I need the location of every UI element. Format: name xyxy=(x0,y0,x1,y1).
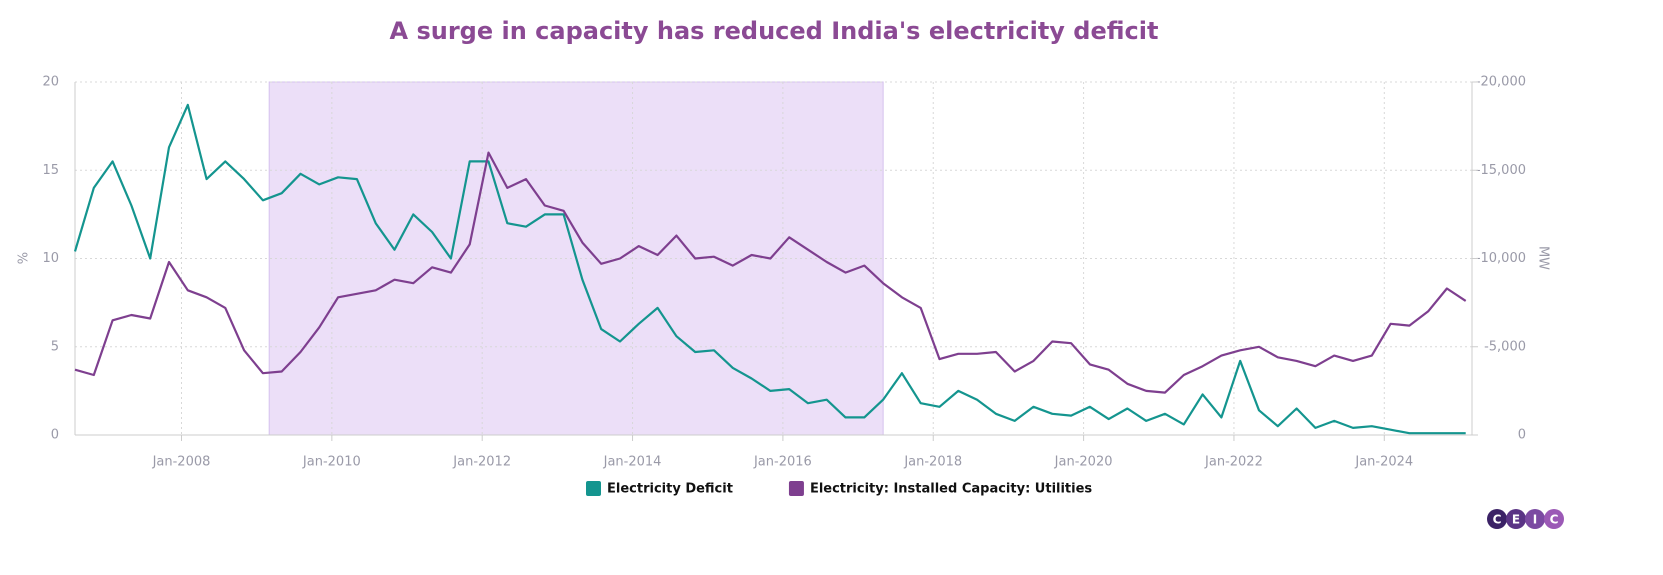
y2-tick-label: 0 xyxy=(1518,428,1526,443)
y-axis-label: % xyxy=(17,252,32,264)
logo-letter: I xyxy=(1533,513,1537,527)
y2-tick-label: -20,000 xyxy=(1476,75,1526,90)
chart-title: A surge in capacity has reduced India's … xyxy=(390,17,1159,45)
legend-swatch xyxy=(586,481,601,496)
legend-swatch xyxy=(788,481,804,496)
y-tick-label: 0 xyxy=(51,428,59,443)
logo-letter: C xyxy=(1493,513,1502,527)
y2-tick-label: -10,000 xyxy=(1476,251,1526,266)
series-line xyxy=(74,151,1467,394)
x-tick-label: Jan-2024 xyxy=(1354,455,1413,470)
y2-axis-label: MW xyxy=(1536,246,1551,270)
logo-circle xyxy=(1487,509,1507,529)
x-tick-label: Jan-2012 xyxy=(452,455,511,470)
logo-circle xyxy=(1525,509,1545,529)
logo-circle xyxy=(1506,509,1526,529)
y-tick-label: 5 xyxy=(51,339,59,354)
x-tick-label: Jan-2016 xyxy=(753,455,812,470)
logo-letter: E xyxy=(1512,513,1520,527)
y-tick-label: 10 xyxy=(42,251,59,266)
legend-label: Electricity Deficit xyxy=(607,482,733,497)
series-line xyxy=(73,103,1466,435)
logo-circle xyxy=(1544,509,1564,529)
x-tick-label: Jan-2014 xyxy=(603,455,662,470)
x-tick-label: Jan-2018 xyxy=(903,455,962,470)
y2-tick-label: -5,000 xyxy=(1484,339,1526,354)
logo-letter: C xyxy=(1550,513,1559,527)
y-tick-label: 20 xyxy=(42,75,59,90)
y-tick-label: 15 xyxy=(42,163,59,178)
x-tick-label: Jan-2020 xyxy=(1054,455,1113,470)
legend-label: Electricity: Installed Capacity: Utiliti… xyxy=(810,482,1092,497)
y2-tick-label: -15,000 xyxy=(1476,163,1526,178)
x-tick-label: Jan-2008 xyxy=(152,455,211,470)
x-tick-label: Jan-2022 xyxy=(1204,455,1263,470)
x-tick-label: Jan-2010 xyxy=(302,455,361,470)
